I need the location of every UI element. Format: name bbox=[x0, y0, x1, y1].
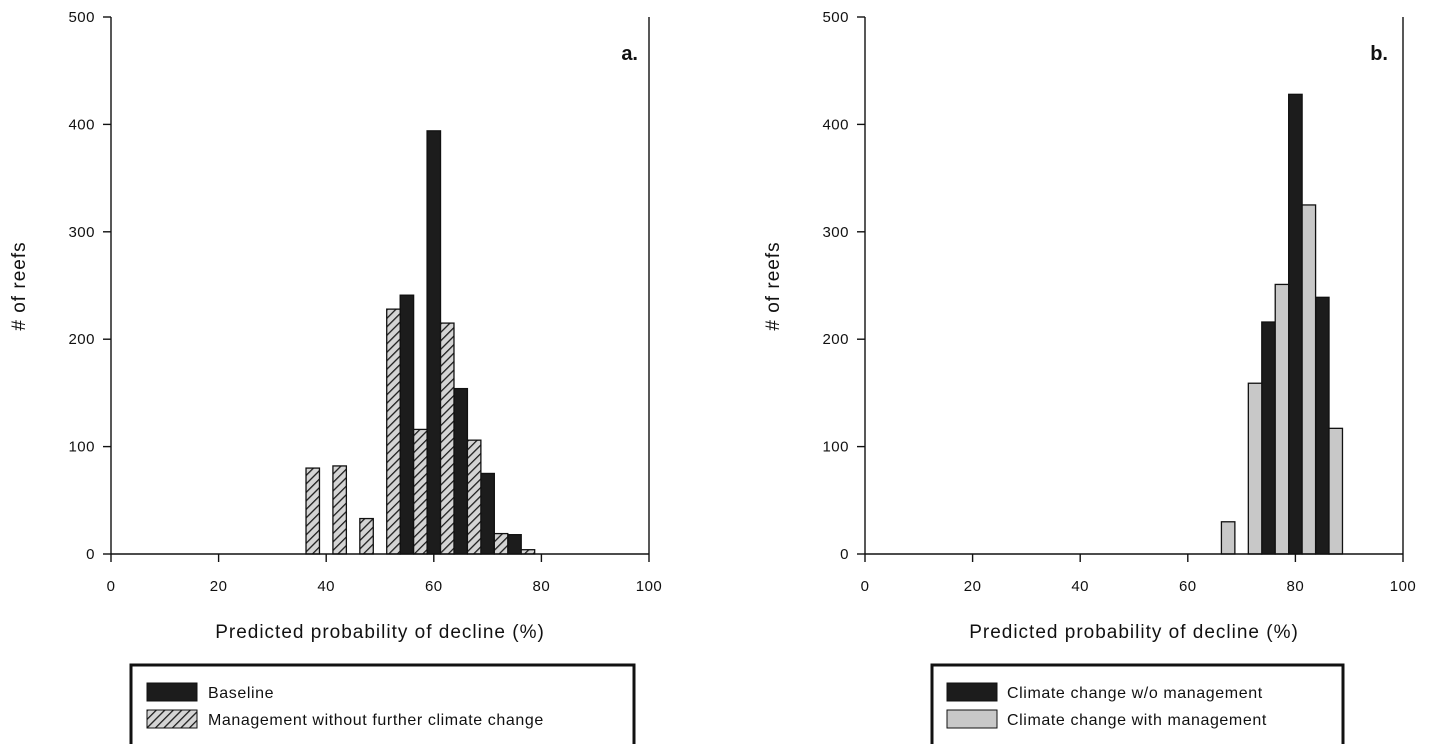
bar-a-series2-62.5 bbox=[439, 322, 455, 555]
x-axis-label-b: Predicted probability of decline (%) bbox=[969, 622, 1299, 643]
legend-box-a bbox=[129, 663, 636, 744]
x-tick-label-b-60: 60 bbox=[1179, 578, 1197, 595]
y-tick-label-a-0: 0 bbox=[86, 546, 95, 563]
x-tick-label-a-20: 20 bbox=[210, 578, 228, 595]
bar-b-series1-75 bbox=[1261, 321, 1276, 555]
y-tick-label-b-0: 0 bbox=[840, 546, 849, 563]
bar-b-series2-67.5 bbox=[1220, 521, 1236, 555]
bar-a-series1-60 bbox=[426, 130, 442, 555]
y-tick-label-b-500: 500 bbox=[822, 9, 849, 26]
panel-label-a: a. bbox=[621, 43, 638, 65]
legend-label-baseline: Baseline bbox=[208, 685, 274, 702]
legend-swatch-with-management bbox=[946, 709, 998, 729]
x-axis-label-a: Predicted probability of decline (%) bbox=[215, 622, 545, 643]
y-tick-label-a-400: 400 bbox=[68, 116, 95, 133]
bar-a-series2-57.5 bbox=[412, 428, 428, 555]
y-tick-label-a-100: 100 bbox=[68, 439, 95, 456]
legend-a: Baseline Management without further clim… bbox=[129, 663, 636, 744]
panel-label-b: b. bbox=[1370, 43, 1388, 65]
legend-swatch-without-management bbox=[946, 682, 998, 702]
y-tick-label-b-200: 200 bbox=[822, 331, 849, 348]
bar-b-series2-77.5 bbox=[1274, 283, 1290, 555]
y-tick-label-b-300: 300 bbox=[822, 224, 849, 241]
y-tick-label-a-300: 300 bbox=[68, 224, 95, 241]
axes-panel-b: 0 100 200 300 400 500 0 20 40 60 80 100 bbox=[822, 9, 1417, 595]
legend-swatch-management bbox=[146, 709, 198, 729]
chart-panel-b: 0 100 200 300 400 500 0 20 40 60 80 100 b. Predicte… bbox=[763, 9, 1416, 744]
bar-a-series2-42.5 bbox=[332, 465, 348, 555]
y-axis-label-b: # of reefs bbox=[763, 241, 784, 330]
bar-a-series1-55 bbox=[399, 294, 415, 555]
bar-a-series2-37.5 bbox=[305, 467, 321, 555]
bar-b-series2-87.5 bbox=[1328, 427, 1344, 555]
y-tick-label-a-200: 200 bbox=[68, 331, 95, 348]
bars-panel-a bbox=[305, 130, 536, 555]
bar-a-series1-75 bbox=[507, 534, 522, 555]
y-tick-label-b-400: 400 bbox=[822, 116, 849, 133]
x-tick-label-a-40: 40 bbox=[317, 578, 335, 595]
bar-a-series1-70 bbox=[480, 472, 495, 555]
x-tick-label-a-80: 80 bbox=[533, 578, 551, 595]
bar-b-series2-82.5 bbox=[1301, 204, 1317, 555]
x-tick-label-a-60: 60 bbox=[425, 578, 443, 595]
y-tick-label-a-500: 500 bbox=[68, 9, 95, 26]
bar-b-series2-72.5 bbox=[1247, 382, 1263, 555]
bar-a-series1-65 bbox=[453, 387, 469, 555]
x-tick-label-b-20: 20 bbox=[964, 578, 982, 595]
axes-panel-a: 0 100 200 300 400 500 0 20 40 60 80 100 bbox=[68, 9, 663, 595]
bar-a-series2-67.5 bbox=[466, 439, 482, 555]
legend-box-b bbox=[930, 663, 1345, 744]
bar-b-series1-85 bbox=[1314, 296, 1330, 555]
x-tick-label-b-40: 40 bbox=[1071, 578, 1089, 595]
bar-a-series2-52.5 bbox=[386, 308, 401, 555]
x-tick-label-b-80: 80 bbox=[1287, 578, 1305, 595]
y-tick-label-b-100: 100 bbox=[822, 439, 849, 456]
bars-panel-b bbox=[1220, 93, 1344, 555]
legend-b: Climate change w/o management Climate ch… bbox=[930, 663, 1345, 744]
legend-label-management: Management without further climate chang… bbox=[208, 712, 544, 729]
legend-swatch-baseline bbox=[146, 682, 198, 702]
x-tick-label-a-100: 100 bbox=[636, 578, 663, 595]
y-axis-label-a: # of reefs bbox=[9, 241, 30, 330]
x-tick-label-a-0: 0 bbox=[107, 578, 116, 595]
legend-label-without-management: Climate change w/o management bbox=[1007, 685, 1263, 702]
legend-label-with-management: Climate change with management bbox=[1007, 712, 1267, 729]
bar-b-series1-80 bbox=[1288, 93, 1303, 555]
chart-panel-a: 0 100 200 300 400 500 0 20 40 60 80 100 a. Predicte… bbox=[9, 9, 662, 744]
bar-a-series2-72.5 bbox=[493, 532, 509, 555]
bar-a-series2-47.5 bbox=[359, 517, 374, 555]
x-tick-label-b-0: 0 bbox=[861, 578, 870, 595]
x-tick-label-b-100: 100 bbox=[1390, 578, 1417, 595]
